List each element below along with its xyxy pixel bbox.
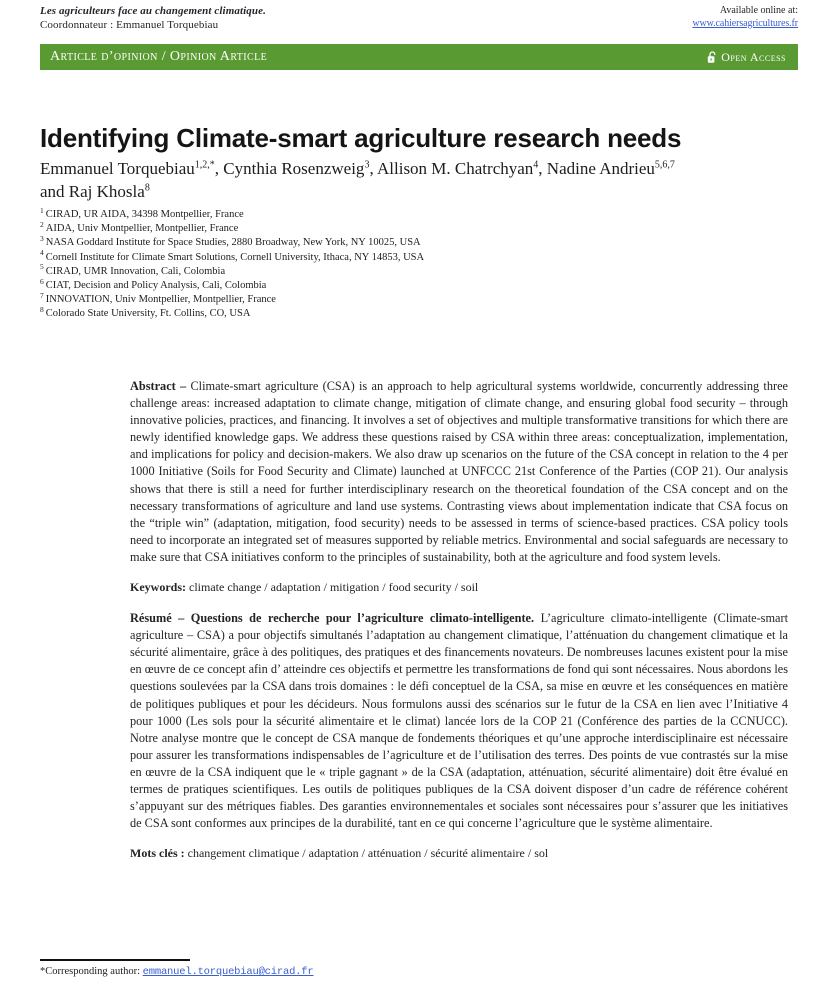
affiliation-line: 1 CIRAD, UR AIDA, 34398 Montpellier, Fran… [40, 205, 560, 222]
author-name: , Cynthia Rosenzweig [214, 159, 365, 178]
corresponding-author-label: *Corresponding author: [40, 966, 143, 977]
corresponding-author-footnote: *Corresponding author: emmanuel.torquebi… [40, 965, 314, 979]
affiliation-text: AIDA, Univ Montpellier, Montpellier, Fra… [45, 223, 239, 235]
section-label: Article d’opinion / Opinion Article [50, 49, 268, 64]
keywords-text: climate change / adaptation / mitigation… [189, 580, 479, 595]
affiliation-text: CIRAD, UR AIDA, 34398 Montpellier, Franc… [45, 209, 244, 220]
abstract-block: Abstract – Climate-smart agriculture (CS… [130, 378, 788, 873]
author-name: , Nadine Andrieu [538, 159, 655, 178]
affiliation-text: INNOVATION, Univ Montpellier, Montpellie… [45, 294, 276, 306]
affiliation-marker: 2 [40, 219, 44, 229]
keywords-label: Keywords: [130, 580, 189, 595]
affiliation-line: 8 Colorado State University, Ft. Collins,… [40, 304, 560, 321]
affiliation-marker: 3 [40, 233, 44, 243]
footnote-rule [40, 959, 190, 961]
author-name: Emmanuel Torquebiau [40, 159, 195, 178]
keywords-line: Keywords: climate change / adaptation / … [130, 579, 788, 595]
author-name: and Raj Khosla [40, 182, 145, 201]
running-head-right: Available online at: www.cahiersagricult… [692, 4, 798, 30]
affiliation-line: 2 AIDA, Univ Montpellier, Montpellier, Fr… [40, 219, 560, 236]
author-affil-marker: 1,2,* [194, 159, 215, 171]
open-access-label: Open Access [721, 49, 786, 64]
affiliation-marker: 6 [40, 276, 44, 286]
series-title: Les agriculteurs face au changement clim… [40, 5, 266, 17]
abstract-paragraph: Abstract – Climate-smart agriculture (CS… [130, 378, 788, 566]
affiliation-marker: 1 [40, 205, 44, 215]
series-coordinator: Coordonnateur : Emmanuel Torquebiau [40, 19, 219, 31]
author-affil-marker: 3 [364, 159, 370, 171]
affiliation-marker: 4 [40, 248, 44, 258]
mots-cles-label: Mots clés : [130, 846, 188, 861]
affiliation-line: 4 Cornell Institute for Climate Smart Sol… [40, 248, 560, 265]
mots-cles-line: Mots clés : changement climatique / adap… [130, 845, 788, 861]
affiliation-text: CIAT, Decision and Policy Analysis, Cali… [45, 280, 267, 292]
section-banner: Article d’opinion / Opinion Article Open… [40, 44, 798, 70]
resume-text: L’agriculture climato-intelligente (Clim… [130, 611, 789, 831]
abstract-text: Climate-smart agriculture (CSA) is an ap… [130, 379, 788, 564]
affiliation-line: 6 CIAT, Decision and Policy Analysis, Cal… [40, 276, 560, 293]
author-list: Emmanuel Torquebiau1,2,*, Cynthia Rosenz… [40, 157, 788, 203]
affiliation-list: 1 CIRAD, UR AIDA, 34398 Montpellier, Fran… [40, 205, 560, 322]
affiliation-line: 7 INNOVATION, Univ Montpellier, Montpelli… [40, 290, 560, 307]
open-access-badge[interactable]: Open Access [707, 50, 786, 65]
affiliation-marker: 7 [40, 290, 44, 300]
affiliation-text: NASA Goddard Institute for Space Studies… [45, 237, 421, 249]
affiliation-text: Cornell Institute for Climate Smart Solu… [45, 251, 425, 263]
author-affil-marker: 4 [533, 159, 539, 171]
author-affil-marker: 8 [144, 182, 150, 194]
page-title: Identifying Climate-smart agriculture re… [40, 123, 682, 154]
journal-url-link[interactable]: www.cahiersagricultures.fr [692, 18, 798, 29]
affiliation-line: 5 CIRAD, UMR Innovation, Cali, Colombia [40, 262, 560, 279]
mots-cles-text: changement climatique / adaptation / att… [187, 846, 549, 861]
affiliation-text: CIRAD, UMR Innovation, Cali, Colombia [45, 265, 226, 277]
running-head-left: Les agriculteurs face au changement clim… [40, 4, 266, 32]
resume-paragraph: Résumé – Questions de recherche pour l’a… [130, 610, 788, 832]
running-head: Les agriculteurs face au changement clim… [40, 4, 798, 32]
available-online-label: Available online at: [719, 5, 798, 16]
affiliation-line: 3 NASA Goddard Institute for Space Studie… [40, 233, 560, 250]
affiliation-marker: 8 [40, 304, 44, 314]
corresponding-author-email[interactable]: emmanuel.torquebiau@cirad.fr [142, 966, 314, 978]
resume-label: Résumé – Questions de recherche pour l’a… [130, 611, 541, 626]
open-access-lock-icon [707, 50, 718, 64]
affiliation-marker: 5 [40, 262, 44, 272]
author-name: , Allison M. Chatrchyan [369, 159, 534, 178]
affiliation-text: Colorado State University, Ft. Collins, … [45, 308, 251, 320]
abstract-label: Abstract – [130, 379, 191, 393]
author-affil-marker: 5,6,7 [654, 159, 675, 171]
